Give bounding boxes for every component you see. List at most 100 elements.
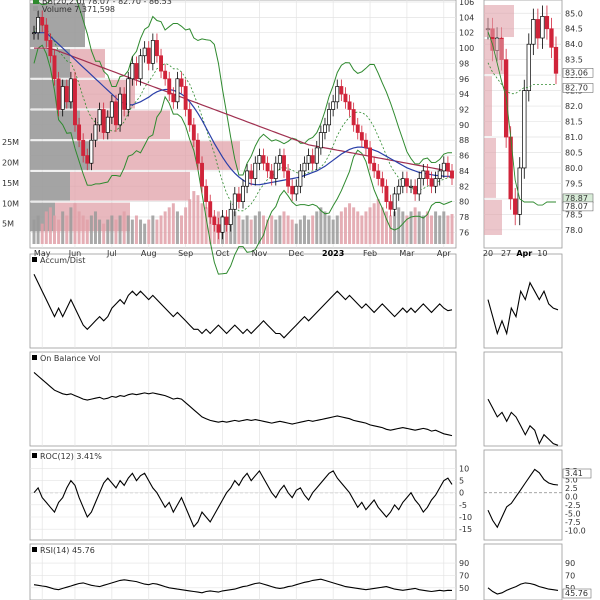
candle-body-88 [392,193,397,210]
candle-body-29 [150,40,155,64]
volume-bar-26 [139,219,143,244]
volume-legend-swatch [33,6,38,11]
volume-bar-78 [352,207,356,244]
candle-body-86 [384,185,389,202]
volume-bar-86 [384,211,388,244]
candle-body-11 [77,124,82,141]
candle-body-64 [294,185,299,195]
rsi-line [33,578,453,594]
roc-title: ROC(12) 3.41% [40,452,102,461]
volume-bar-97 [430,215,434,244]
candle-body-85 [380,178,385,187]
zoom-price-tick-78.0: 78.0 [565,226,583,235]
candle-body-39 [191,124,196,141]
volume-bar-92 [409,211,413,244]
bb-lower-line [33,44,453,275]
candle-body-75 [339,86,344,95]
x-label-Aug: Aug [141,249,157,258]
zoom-candle-body-9 [526,43,531,91]
volume-bar-15 [93,211,97,244]
zoom-price-tick-80.0: 80.0 [565,164,583,173]
candle-body-23 [126,78,131,110]
candle-body-69 [314,147,319,164]
volume-bar-94 [417,211,421,244]
bb-legend-text: BB(20,2.0) 78.07 - 82.70 - 86.53 [42,0,172,6]
volume-bar-25 [134,215,138,244]
volume-bar-12 [81,215,85,244]
volume-bar-77 [348,203,352,244]
volume-bar-19 [110,215,114,244]
price-tick-88: 88 [459,136,469,145]
accum-dist-title-swatch [32,257,37,262]
candle-body-95 [421,170,426,179]
volume-bar-81 [364,211,368,244]
zoom-vbp-bar-4 [484,199,502,235]
volume-bar-53 [249,219,253,244]
volume-bar-40 [196,195,200,244]
volume-bar-72 [327,215,331,244]
x-label-Jun: Jun [68,249,82,258]
volume-bar-88 [393,211,397,244]
zoom-candle-body-8 [522,90,527,169]
volume-bar-43 [208,211,212,244]
candle-body-22 [122,93,127,110]
candle-body-48 [228,208,233,225]
candle-body-58 [269,170,274,179]
zoom-candle-body-13 [544,16,550,30]
candle-body-31 [159,55,163,72]
candle-body-49 [232,193,237,210]
zoom-candle-body-15 [553,46,559,74]
candle-body-52 [245,170,250,187]
volume-bar-102 [450,213,454,244]
volume-bar-21 [118,215,122,244]
candle-body-100 [441,162,446,172]
zoom-vbp-bar-1 [484,39,504,75]
candle-body-53 [249,170,254,179]
roc-line [33,469,453,528]
candle-body-74 [335,86,340,103]
zoom-x-label-27: 27 [501,249,511,258]
volume-bar-91 [405,215,409,244]
volume-bar-32 [163,211,167,244]
last-price-tag: 83.06 [565,68,588,77]
candle-body-25 [134,63,139,80]
zoom-frame-rsi [483,543,563,600]
candle-body-35 [175,78,180,103]
volume-bar-20 [114,219,118,244]
obv-title: On Balance Vol [40,354,100,363]
zoom-price-tick-85.0: 85.0 [565,9,583,18]
candle-body-30 [154,40,159,57]
zoom-x-label-10: 10 [537,249,547,258]
volume-bar-7 [61,211,65,244]
volume-bar-99 [438,215,442,244]
zoom-frame-ad [483,253,563,349]
candle-body-42 [204,185,209,202]
volume-bar-62 [286,215,290,244]
candle-body-102 [450,170,454,179]
roc-zoom-tick-2.5: 2.5 [565,484,578,493]
zoom-price-tick-84.5: 84.5 [565,25,583,34]
rsi-last-tag-box [562,588,592,599]
candle-body-19 [109,101,114,118]
bb-low-tag: 78.07 [565,202,588,211]
candle-body-18 [105,116,110,133]
candle-body-82 [368,147,372,164]
rsi-title: RSI(14) 45.76 [40,546,95,555]
candle-body-61 [282,155,286,172]
candle-body-8 [64,86,69,103]
volume-bar-57 [266,219,270,244]
candle-body-99 [437,170,442,179]
roc-last-tag-box [562,468,592,479]
candle-body-41 [200,162,204,187]
candle-body-9 [68,78,73,103]
candle-body-38 [187,109,192,126]
candle-body-0 [32,32,36,35]
candle-body-80 [359,132,364,141]
volume-bar-56 [261,215,265,244]
roc-tick-0: 0 [459,489,464,498]
volume-bar-23 [126,215,130,244]
candle-body-3 [44,24,49,41]
zoom-price-tick-82.0: 82.0 [565,102,583,111]
obv-line [33,371,453,437]
volume-tick-20M: 20M [2,159,19,168]
